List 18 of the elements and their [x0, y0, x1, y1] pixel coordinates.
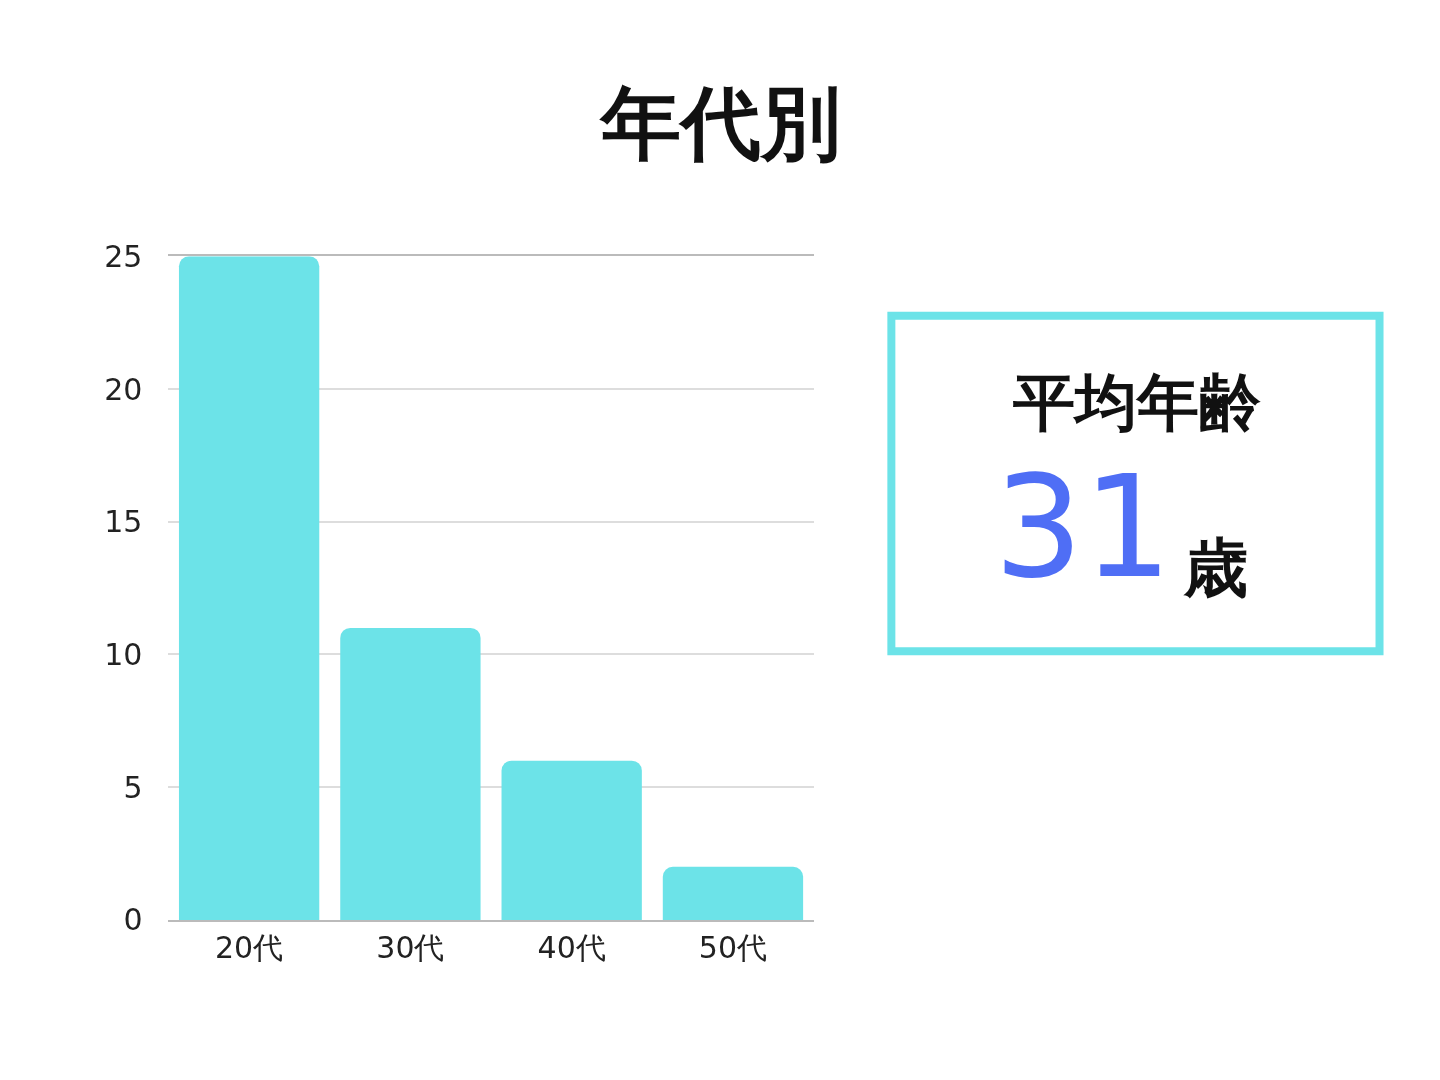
- chart-title: 年代別: [599, 77, 841, 170]
- bar: [662, 866, 804, 920]
- x-tick-label: 50代: [698, 929, 768, 965]
- bar: [340, 627, 481, 920]
- y-tick-label: 10: [104, 636, 143, 672]
- x-tick-label: 20代: [215, 929, 284, 965]
- y-tick-label: 15: [104, 504, 143, 540]
- x-tick-label: 30代: [376, 929, 445, 965]
- y-tick-label: 0: [123, 902, 143, 938]
- text: 31: [994, 446, 1173, 609]
- bar: [501, 760, 642, 920]
- bar: [178, 256, 320, 920]
- x-tick-label: 40代: [537, 929, 606, 965]
- y-tick-label: 25: [104, 238, 143, 274]
- text: 平均年齢: [1012, 366, 1261, 439]
- text: 歳: [1183, 531, 1248, 605]
- y-tick-label: 20: [104, 371, 143, 407]
- y-tick-label: 5: [123, 769, 143, 805]
